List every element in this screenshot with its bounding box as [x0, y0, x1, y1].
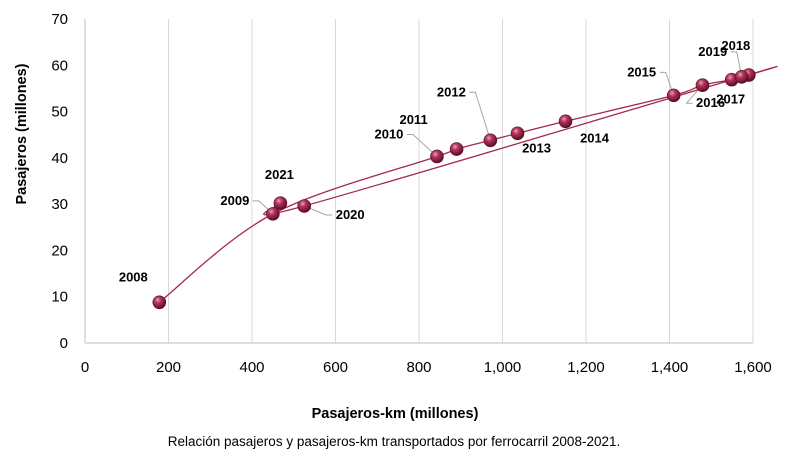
data-label-leader	[730, 51, 743, 77]
data-label-leader	[685, 84, 703, 104]
data-point	[666, 88, 681, 103]
data-label: 2021	[265, 167, 294, 182]
data-label: 2019	[698, 44, 727, 59]
x-tick-label: 1,400	[651, 359, 689, 376]
x-tick-label: 400	[239, 359, 264, 376]
x-axis-title: Pasajeros-km (millones)	[312, 406, 479, 422]
y-tick-label: 60	[51, 57, 68, 74]
x-tick-label: 200	[156, 359, 181, 376]
data-point	[430, 149, 444, 164]
label-leader-lines	[252, 51, 743, 216]
y-tick-label: 20	[51, 242, 68, 259]
data-point	[266, 207, 280, 221]
data-point	[695, 78, 710, 92]
data-label: 2015	[627, 64, 656, 79]
grid-lines	[168, 19, 754, 343]
data-point	[483, 133, 498, 148]
data-label: 2018	[721, 38, 750, 53]
y-tick-label: 50	[51, 104, 68, 121]
data-label: 2014	[580, 130, 610, 145]
data-label-leader	[406, 133, 438, 157]
y-tick-label: 0	[60, 335, 68, 352]
data-label: 2017	[716, 92, 745, 107]
data-label-leader	[303, 205, 333, 216]
data-label-leader	[659, 71, 675, 96]
x-tick-label: 800	[406, 359, 431, 376]
chart-caption: Relación pasajeros y pasajeros-km transp…	[167, 434, 621, 449]
y-tick-label: 70	[51, 11, 68, 28]
x-tick-label: 600	[323, 359, 348, 376]
data-point	[273, 196, 288, 211]
data-point	[297, 199, 311, 213]
data-point	[449, 142, 464, 156]
y-axis-title: Pasajeros (millones)	[14, 63, 30, 204]
x-tick-label: 1,600	[734, 359, 772, 376]
data-label-leader	[469, 91, 491, 141]
data-point	[734, 70, 749, 84]
y-tick-label: 10	[51, 289, 68, 306]
data-label: 2020	[336, 207, 365, 222]
data-label: 2012	[437, 84, 466, 99]
y-tick-labels: 0 10 20 30 40 50 60 70	[51, 11, 68, 352]
axes	[84, 19, 753, 344]
data-label: 2009	[220, 193, 249, 208]
y-tick-label: 40	[51, 150, 68, 167]
data-point	[152, 295, 167, 310]
data-label: 2008	[119, 269, 148, 284]
y-tick-label: 30	[51, 196, 68, 213]
x-tick-labels: 0 200 400 600 800 1,000 1,200 1,400 1,600	[81, 359, 772, 376]
x-tick-label: 0	[81, 359, 89, 376]
data-label: 2011	[399, 112, 427, 127]
data-label: 2010	[374, 126, 403, 141]
data-label: 2013	[522, 140, 551, 155]
x-tick-label: 1,000	[484, 359, 522, 376]
x-tick-label: 1,200	[567, 359, 605, 376]
data-label: 2016	[696, 95, 725, 110]
data-points	[152, 68, 756, 310]
data-point	[510, 126, 525, 141]
data-point	[558, 114, 573, 129]
